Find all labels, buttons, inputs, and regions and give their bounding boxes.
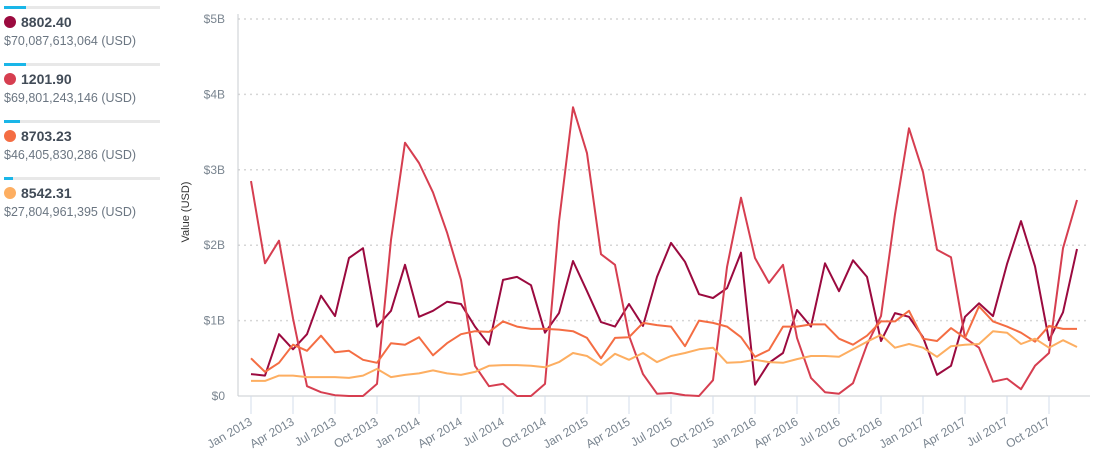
legend-item[interactable]: 1201.90 $69,801,243,146 (USD) xyxy=(4,63,160,120)
series-name: 8542.31 xyxy=(21,185,72,201)
x-tick-label: Apr 2017 xyxy=(919,414,968,451)
share-bar xyxy=(4,63,160,66)
x-tick-label: Jul 2014 xyxy=(460,414,507,449)
x-tick-label: Jul 2016 xyxy=(796,414,843,449)
x-tick-label: Jan 2016 xyxy=(709,414,759,451)
share-bar xyxy=(4,6,160,9)
x-tick-label: Jan 2013 xyxy=(205,414,255,451)
y-tick-label: $2B xyxy=(204,238,225,252)
x-tick-label: Jan 2015 xyxy=(541,414,591,451)
series-total: $46,405,830,286 (USD) xyxy=(4,148,137,162)
x-tick-label: Oct 2013 xyxy=(331,414,380,451)
x-tick-label: Oct 2014 xyxy=(499,414,548,451)
series-color-dot xyxy=(4,187,16,199)
share-bar-fill xyxy=(4,63,26,66)
x-tick-label: Jan 2014 xyxy=(373,414,423,451)
series-total: $69,801,243,146 (USD) xyxy=(4,91,137,105)
y-tick-label: $4B xyxy=(204,87,225,101)
y-tick-label: $0 xyxy=(212,389,226,403)
series-total: $27,804,961,395 (USD) xyxy=(4,205,137,219)
y-axis-label: Value (USD) xyxy=(180,182,192,243)
series-name: 8703.23 xyxy=(21,128,72,144)
share-bar xyxy=(4,120,160,123)
x-tick-label: Apr 2015 xyxy=(583,414,632,451)
series-color-dot xyxy=(4,73,16,85)
y-tick-label: $1B xyxy=(204,314,225,328)
x-tick-label: Oct 2015 xyxy=(667,414,716,451)
series-color-dot xyxy=(4,130,16,142)
y-tick-label: $5B xyxy=(204,12,225,26)
x-tick-label: Jul 2015 xyxy=(628,414,675,449)
x-tick-label: Jul 2013 xyxy=(292,414,339,449)
y-tick-label: $3B xyxy=(204,163,225,177)
legend-item[interactable]: 8802.40 $70,087,613,064 (USD) xyxy=(4,6,160,63)
x-tick-label: Apr 2014 xyxy=(415,414,464,451)
legend-item[interactable]: 8703.23 $46,405,830,286 (USD) xyxy=(4,120,160,177)
series-line-1201.90 xyxy=(250,106,1078,397)
legend: 8802.40 $70,087,613,064 (USD) 1201.90 $6… xyxy=(4,6,160,234)
series-name: 8802.40 xyxy=(21,14,72,30)
x-tick-label: Oct 2016 xyxy=(835,414,884,451)
series-color-dot xyxy=(4,16,16,28)
series-total: $70,087,613,064 (USD) xyxy=(4,34,137,48)
share-bar xyxy=(4,177,160,180)
share-bar-fill xyxy=(4,6,26,9)
share-bar-fill xyxy=(4,177,14,180)
series-line-8542.31 xyxy=(251,330,1078,382)
series-name: 1201.90 xyxy=(21,71,72,87)
series-line-8802.40 xyxy=(250,220,1078,386)
x-tick-label: Apr 2013 xyxy=(247,414,296,451)
x-tick-label: Jul 2017 xyxy=(964,414,1011,449)
share-bar-fill xyxy=(4,120,20,123)
x-tick-label: Jan 2017 xyxy=(877,414,927,451)
x-tick-label: Oct 2017 xyxy=(1003,414,1052,451)
series-line-8703.23 xyxy=(250,305,1077,373)
legend-item[interactable]: 8542.31 $27,804,961,395 (USD) xyxy=(4,177,160,234)
x-tick-label: Apr 2016 xyxy=(751,414,800,451)
